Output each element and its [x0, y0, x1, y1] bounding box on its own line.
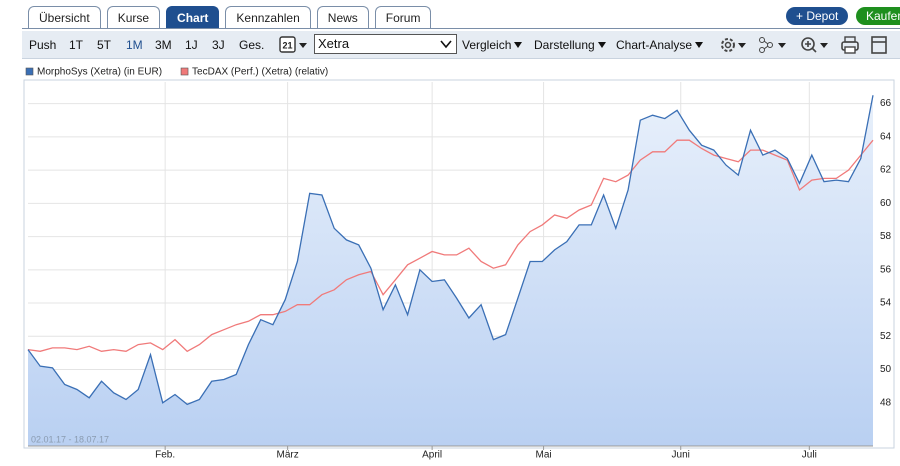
- tool-icons: [721, 36, 887, 54]
- legend-label: TecDAX (Perf.) (Xetra) (relativ): [192, 67, 328, 78]
- compare-icon[interactable]: [759, 37, 787, 53]
- settings-icon[interactable]: [721, 38, 746, 52]
- y-tick-label: 66: [880, 98, 892, 109]
- menu-arrow: [597, 42, 606, 48]
- y-tick-label: 58: [880, 231, 892, 242]
- series-line: [27, 95, 874, 406]
- range-button[interactable]: 1J: [185, 38, 198, 52]
- print-icon[interactable]: [841, 36, 859, 54]
- tab[interactable]: News: [316, 6, 369, 29]
- range-button[interactable]: 1M: [126, 38, 143, 52]
- x-tick-label: April: [422, 450, 442, 461]
- y-tick-label: 56: [880, 264, 892, 275]
- legend-swatch: [180, 67, 189, 76]
- tab-divider: [22, 28, 900, 29]
- calendar-day: 21: [282, 40, 292, 50]
- chart: MorphoSys (Xetra) (in EUR) TecDAX (Perf.)…: [23, 67, 895, 461]
- menu-label: Darstellung: [534, 38, 595, 52]
- range-button[interactable]: 3M: [155, 38, 172, 52]
- zoom-icon[interactable]: [801, 37, 828, 53]
- range-button[interactable]: 1T: [69, 38, 84, 52]
- menu[interactable]: Chart-Analyse: [616, 38, 704, 52]
- calendar-icon[interactable]: 21: [278, 35, 310, 55]
- menu[interactable]: Vergleich: [462, 38, 523, 52]
- y-tick-label: 60: [880, 198, 892, 209]
- x-tick-label: März: [277, 450, 299, 461]
- x-tick-label: Juni: [672, 450, 690, 461]
- y-tick-label: 62: [880, 165, 892, 176]
- x-tick-label: Mai: [536, 450, 552, 461]
- menu[interactable]: Darstellung: [534, 38, 606, 52]
- legend-label: MorphoSys (Xetra) (in EUR): [37, 67, 162, 78]
- y-tick-label: 48: [880, 397, 892, 408]
- depot-button[interactable]: + Depot: [786, 7, 849, 25]
- tab[interactable]: Chart: [166, 6, 220, 29]
- tab[interactable]: Kurse: [106, 6, 161, 29]
- exchange-value: Xetra: [318, 36, 350, 51]
- tab[interactable]: Übersicht: [28, 6, 101, 29]
- toolbar: 21 Xetra Push 1T 5T 1M 3M 1J 3J Ges. Vergleich Da…: [22, 31, 900, 59]
- tab-bar: Übersicht Kurse Chart Kennzahlen News Forum: [28, 6, 432, 29]
- x-tick-label: Feb.: [155, 450, 175, 461]
- date-range: 02.01.17 - 18.07.17: [31, 434, 109, 444]
- y-tick-label: 64: [880, 131, 892, 142]
- y-tick-label: 52: [880, 331, 892, 342]
- menu-label: Chart-Analyse: [616, 38, 693, 52]
- range-button[interactable]: 3J: [212, 38, 225, 52]
- y-tick-label: 50: [880, 364, 892, 375]
- range-button[interactable]: Ges.: [239, 38, 265, 52]
- legend-swatch: [25, 67, 34, 76]
- y-tick-label: 54: [880, 298, 892, 309]
- menu-arrow: [695, 42, 704, 48]
- buy-button[interactable]: Kaufen: [856, 7, 900, 25]
- series-line: [27, 139, 874, 353]
- exchange-select[interactable]: Xetra: [314, 34, 457, 54]
- menu-arrow: [514, 42, 523, 48]
- range-button[interactable]: 5T: [97, 38, 112, 52]
- menu-label: Vergleich: [462, 38, 512, 52]
- tab[interactable]: Forum: [374, 6, 432, 29]
- x-tick-label: Juli: [802, 450, 817, 461]
- series-area: [28, 95, 873, 447]
- range-button[interactable]: Push: [29, 38, 57, 52]
- export-icon[interactable]: [871, 36, 887, 54]
- tab[interactable]: Kennzahlen: [225, 6, 311, 29]
